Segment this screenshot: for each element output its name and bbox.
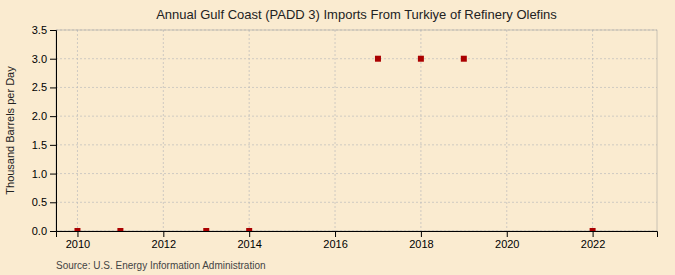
tick-mark (77, 231, 78, 237)
tick: 2.5 (32, 81, 56, 93)
tick-mark (50, 231, 56, 232)
grid-line (249, 30, 250, 231)
axis-line (50, 31, 57, 232)
tick-label: 2014 (237, 238, 261, 250)
grid-line (56, 58, 657, 59)
tick-mark (249, 231, 250, 237)
tick-label: 0.5 (32, 196, 47, 208)
tick-label: 0.0 (32, 225, 47, 237)
tick-label: 2018 (409, 238, 433, 250)
plot-area: 2010 2012 2014 2016 2018 2020 2022 0.0 0.5 1.0 1.5… (32, 24, 658, 250)
tick-label: 2.0 (32, 110, 47, 122)
grid-line (56, 144, 657, 145)
plot-frame (56, 30, 657, 231)
tick-label: 2016 (323, 238, 347, 250)
tick: 2022 (581, 231, 605, 250)
grid-line (506, 30, 507, 231)
tick-mark (593, 231, 594, 237)
tick-mark (50, 145, 56, 146)
tick: 1.0 (32, 168, 56, 180)
tick-mark (163, 231, 164, 237)
tick-label: 2020 (495, 238, 519, 250)
tick: 3.5 (32, 24, 56, 36)
x-axis: 2010 2012 2014 2016 2018 2020 2022 (57, 231, 658, 250)
grid-line (77, 30, 78, 231)
grid-line (335, 30, 336, 231)
tick: 2012 (152, 231, 176, 250)
tick: 2.0 (32, 110, 56, 122)
point (246, 228, 252, 231)
tick-mark (335, 231, 336, 237)
grid-line (56, 87, 657, 88)
tick-mark (50, 174, 56, 175)
tick-mark (50, 202, 56, 203)
tick-label: 1.5 (32, 139, 47, 151)
point (375, 56, 381, 62)
tick-mark (50, 59, 56, 60)
tick-mark (50, 116, 56, 117)
tick-label: 1.0 (32, 168, 47, 180)
title: Annual Gulf Coast (PADD 3) Imports From … (156, 7, 557, 22)
grid-line (592, 30, 593, 231)
tick-label: 2022 (581, 238, 605, 250)
tick-mark (421, 231, 422, 237)
tick: 2020 (495, 231, 519, 250)
grid-line (163, 30, 164, 231)
tick-label: 2010 (66, 238, 90, 250)
point (74, 228, 80, 231)
tick: 0.5 (32, 196, 56, 208)
tick-mark (50, 87, 56, 88)
tick: 2016 (323, 231, 347, 250)
tick: 2018 (409, 231, 433, 250)
tick-mark (507, 231, 508, 237)
chart: 2010 2012 2014 2016 2018 2020 2022 0.0 0.5 1.0 1.5… (0, 0, 675, 275)
tick: 0.0 (32, 225, 56, 237)
point (117, 228, 123, 231)
point (418, 56, 424, 62)
tick: 2014 (237, 231, 261, 250)
grid (56, 30, 657, 231)
point (590, 228, 596, 231)
tick-mark (50, 30, 56, 31)
point (203, 228, 209, 231)
points (74, 56, 595, 231)
grid-line (56, 116, 657, 117)
tick: 2010 (66, 231, 90, 250)
tick: 3.0 (32, 53, 56, 65)
y-axis: 0.0 0.5 1.0 1.5 2.0 2.5 3.0 3.5 (32, 24, 57, 237)
y-axis-title: Thousand Barrels per Day (4, 66, 16, 195)
tick-label: 2.5 (32, 81, 47, 93)
tick: 1.5 (32, 139, 56, 151)
tick-label: 2012 (152, 238, 176, 250)
grid-line (56, 202, 657, 203)
grid-line (56, 173, 657, 174)
point (461, 56, 467, 62)
annotation: Source: U.S. Energy Information Administ… (56, 260, 266, 271)
tick-label: 3.0 (32, 53, 47, 65)
axis-line (57, 232, 658, 238)
tick-label: 3.5 (32, 24, 47, 36)
